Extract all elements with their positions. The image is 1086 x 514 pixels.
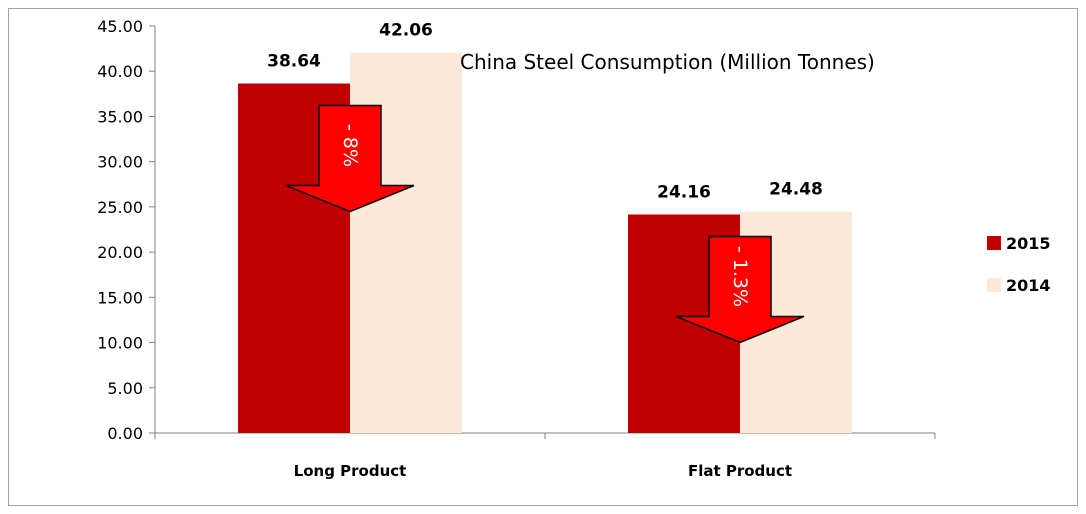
y-tick-label: 5.00 (107, 379, 143, 398)
y-tick-label: 15.00 (97, 288, 143, 307)
decrease-arrow-icon (675, 235, 805, 344)
chart-border (8, 8, 1078, 506)
legend: 2015 2014 (987, 234, 1051, 295)
change-annotation-label: - 1.3% (729, 246, 751, 307)
y-tick-label: 25.00 (97, 198, 143, 217)
legend-swatch-2015 (987, 236, 1001, 250)
legend-swatch-2014 (987, 278, 1001, 292)
bars (238, 52, 852, 433)
y-tick-label: 10.00 (97, 334, 143, 353)
y-tick-label: 20.00 (97, 243, 143, 262)
y-axis: 0.00 5.00 10.00 15.00 20.00 25.00 30.00 35.00 40… (97, 17, 156, 443)
legend-label: 2014 (1006, 276, 1051, 295)
y-tick-label: 30.00 (97, 153, 143, 172)
x-category-label: Long Product (294, 462, 407, 480)
legend-label: 2015 (1006, 234, 1051, 253)
data-label: 38.64 (267, 52, 321, 72)
y-tick-label: 0.00 (107, 424, 143, 443)
data-label: 24.48 (769, 180, 823, 200)
y-tick-label: 40.00 (97, 62, 143, 81)
data-label: 42.06 (379, 21, 433, 41)
data-label: 24.16 (657, 182, 711, 202)
y-tick-label: 35.00 (97, 107, 143, 126)
annotations: - 8% - 1.3% (285, 104, 805, 344)
change-annotation-label: - 8% (339, 124, 361, 167)
decrease-arrow-icon (285, 104, 415, 213)
data-labels: 38.64 42.06 24.16 24.48 (267, 21, 823, 203)
y-tick-label: 45.00 (97, 17, 143, 36)
chart-title: China Steel Consumption (Million Tonnes) (460, 50, 875, 74)
x-category-label: Flat Product (688, 462, 792, 480)
